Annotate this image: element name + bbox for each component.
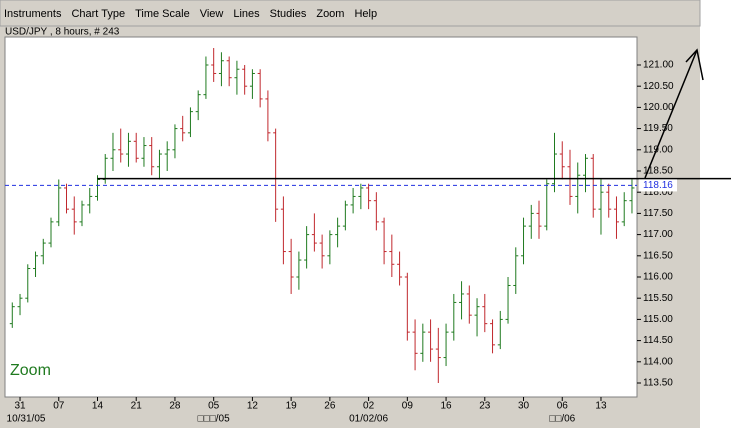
y-tick-label: 116.00: [643, 272, 673, 283]
y-tick-label: 121.00: [643, 60, 674, 71]
menu-bar: [0, 0, 701, 27]
x-tick-label: 19: [286, 401, 298, 412]
x-tick-label: 21: [131, 401, 143, 412]
x-tick-label: 26: [324, 401, 336, 412]
x-tick-label: 16: [440, 401, 452, 412]
date-label: □□/06: [549, 414, 575, 425]
x-tick-label: 02: [363, 401, 375, 412]
menu-item[interactable]: Lines: [233, 8, 260, 20]
date-label: 10/31/05: [7, 414, 46, 425]
zoom-label: Zoom: [10, 362, 51, 379]
x-tick-label: 23: [479, 401, 491, 412]
x-tick-label: 12: [247, 401, 259, 412]
y-tick-label: 120.50: [643, 81, 674, 92]
y-tick-label: 113.50: [643, 378, 673, 389]
plot-area: [4, 36, 638, 398]
x-tick-label: 30: [518, 401, 530, 412]
last-price-box: [639, 179, 677, 192]
menu-item[interactable]: Instruments: [4, 8, 62, 20]
y-tick-label: 118.50: [643, 166, 673, 177]
menu: Instruments Chart Type Time Scale View Lines…: [4, 8, 377, 20]
last-price-label: 118.16: [643, 180, 673, 191]
date-label: □□□/05: [198, 414, 230, 425]
y-tick-label: 119.50: [643, 123, 673, 134]
y-tick-label: 120.00: [643, 102, 674, 113]
x-tick-label: 07: [53, 401, 65, 412]
y-tick-label: 117.50: [643, 208, 673, 219]
y-tick-label: 116.50: [643, 250, 673, 261]
chart-header: USD/JPY , 8 hours, # 243: [5, 27, 120, 38]
y-tick-label: 118.00: [643, 187, 673, 198]
x-tick-label: 05: [208, 401, 220, 412]
menu-item[interactable]: Time Scale: [135, 8, 190, 20]
y-tick-label: 114.00: [643, 356, 673, 367]
x-tick-label: 13: [595, 401, 607, 412]
menu-item[interactable]: Zoom: [316, 8, 344, 20]
x-tick-label: 14: [92, 401, 104, 412]
menu-item[interactable]: Studies: [270, 8, 307, 20]
x-tick-label: 09: [402, 401, 414, 412]
trend-arrow-head: [685, 48, 704, 81]
y-tick-label: 117.00: [643, 229, 673, 240]
x-tick-label: 28: [169, 401, 181, 412]
menu-item[interactable]: View: [200, 8, 224, 20]
y-tick-label: 115.00: [643, 314, 673, 325]
y-tick-label: 115.50: [643, 293, 673, 304]
menu-item[interactable]: Chart Type: [71, 8, 125, 20]
y-tick-label: 114.50: [643, 335, 673, 346]
x-tick-label: 31: [14, 401, 26, 412]
menu-item[interactable]: Help: [354, 8, 377, 20]
x-tick-label: 06: [557, 401, 569, 412]
plot: [9, 48, 635, 384]
date-label: 01/02/06: [349, 414, 388, 425]
trend-arrow: [644, 49, 698, 179]
y-tick-label: 119.00: [643, 144, 673, 155]
